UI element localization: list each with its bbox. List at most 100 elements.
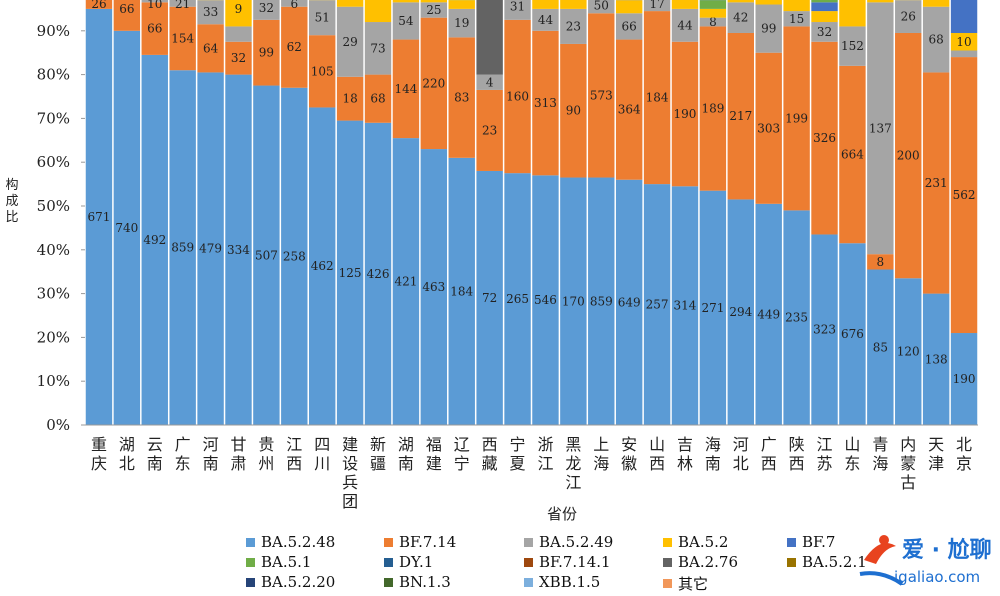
data-label: 138 (925, 352, 948, 366)
x-tick-label: 广东 (175, 435, 191, 473)
data-label: 26 (901, 10, 916, 24)
data-label: 573 (590, 88, 613, 102)
legend-swatch (524, 557, 533, 567)
bar-segment (755, 52, 782, 204)
data-label: 199 (785, 111, 808, 125)
bar-segment (950, 333, 978, 425)
bar-segment (727, 199, 754, 425)
y-tick-label: 70% (37, 109, 70, 127)
x-tick-label: 湖南 (398, 435, 414, 473)
data-label: 32 (259, 1, 274, 15)
legend-label: BF.7.14 (399, 533, 457, 551)
bar-segment (420, 149, 448, 425)
bar-segment (727, 2, 754, 33)
x-tick-label: 宁夏 (510, 435, 526, 473)
legend-swatch (663, 557, 672, 567)
data-label: 200 (897, 149, 920, 163)
bar-segment (392, 2, 420, 40)
bar-segment (783, 210, 810, 425)
x-tick-label: 浙江 (537, 435, 553, 473)
data-label: 42 (733, 11, 748, 25)
data-label: 85 (873, 340, 888, 354)
bar-segment (253, 85, 280, 426)
bar-segment (615, 0, 643, 14)
bar-segment (727, 0, 754, 3)
x-tick-label: 内蒙古 (900, 435, 916, 492)
data-label: 676 (841, 327, 864, 341)
data-label: 26 (91, 0, 106, 11)
data-label: 64 (203, 41, 219, 55)
x-tick-label: 陕西 (789, 435, 805, 473)
bar-segment (588, 13, 615, 178)
data-label: 160 (506, 90, 529, 104)
data-label: 105 (311, 64, 334, 78)
legend-label: BN.1.3 (399, 573, 451, 591)
data-label: 62 (287, 40, 302, 54)
bar-segment (85, 0, 113, 9)
bar-segment (811, 2, 838, 12)
legend-swatch (384, 577, 393, 587)
bar-segment (588, 177, 615, 425)
data-label: 190 (674, 107, 697, 121)
bar-segment (811, 0, 838, 3)
bar-segment (309, 0, 336, 36)
bar-segment (950, 50, 978, 58)
bar-segment (336, 0, 364, 7)
bar-segment (169, 6, 196, 71)
data-label: 125 (339, 266, 362, 280)
legend-item: DY.1 (384, 553, 433, 571)
x-tick-label: 江苏 (817, 435, 833, 473)
legend-item: BA.2.76 (663, 553, 738, 571)
data-label: 235 (785, 311, 808, 325)
bar-segment (85, 8, 113, 426)
bar-segment (532, 175, 559, 425)
data-label: 664 (841, 148, 864, 162)
legend-swatch (787, 537, 796, 547)
data-label: 17 (649, 0, 664, 11)
data-label: 271 (701, 301, 724, 315)
data-label: 9 (235, 2, 243, 16)
bar-segment (364, 22, 392, 75)
legend-item: BF.7.14.1 (524, 553, 611, 571)
bar-segment (867, 2, 894, 255)
bar-segment (643, 0, 671, 12)
bar-segment (950, 0, 978, 33)
x-tick-label: 西藏 (482, 435, 498, 473)
bar-segment (811, 11, 838, 23)
bar-segment (950, 57, 978, 334)
y-tick-label: 90% (37, 22, 70, 40)
data-label: 859 (171, 241, 194, 255)
bar-segment (671, 186, 699, 425)
bar-segment (839, 26, 866, 66)
bar-segment (671, 41, 699, 187)
x-tick-label: 湖北 (119, 435, 135, 473)
bar-segment (448, 8, 475, 38)
bar-segment (811, 22, 838, 42)
data-label: 189 (701, 102, 724, 116)
bar-segment (448, 37, 475, 158)
legend-label: BA.5.2 (678, 533, 729, 551)
bar-segment (253, 0, 280, 20)
bar-segment (532, 0, 559, 9)
bar-segment (448, 157, 475, 425)
bar-segment (643, 184, 671, 425)
bar-segment (420, 0, 448, 3)
bar-segment (560, 177, 587, 425)
bar-segment (643, 11, 671, 185)
x-tick-label: 黑龙江 (565, 435, 581, 492)
legend-label: BA.2.76 (678, 553, 739, 571)
data-label: 66 (147, 22, 162, 36)
bar-segment (476, 89, 503, 171)
bar-segment (448, 0, 475, 9)
data-label: 50 (594, 0, 609, 13)
legend-label: BA.5.1 (261, 553, 312, 571)
bar-segment (922, 0, 950, 7)
y-tick-label: 30% (37, 285, 70, 303)
bar-segment (615, 179, 643, 425)
bar-segment (113, 30, 141, 426)
bar-segment (141, 2, 168, 55)
data-label: 23 (566, 19, 581, 33)
legend: BA.5.2.48 BF.7.14 BA.5.2.49 BA.5.2 BF.7 BA.5.… (246, 533, 867, 595)
x-tick-label: 河北 (733, 435, 749, 473)
